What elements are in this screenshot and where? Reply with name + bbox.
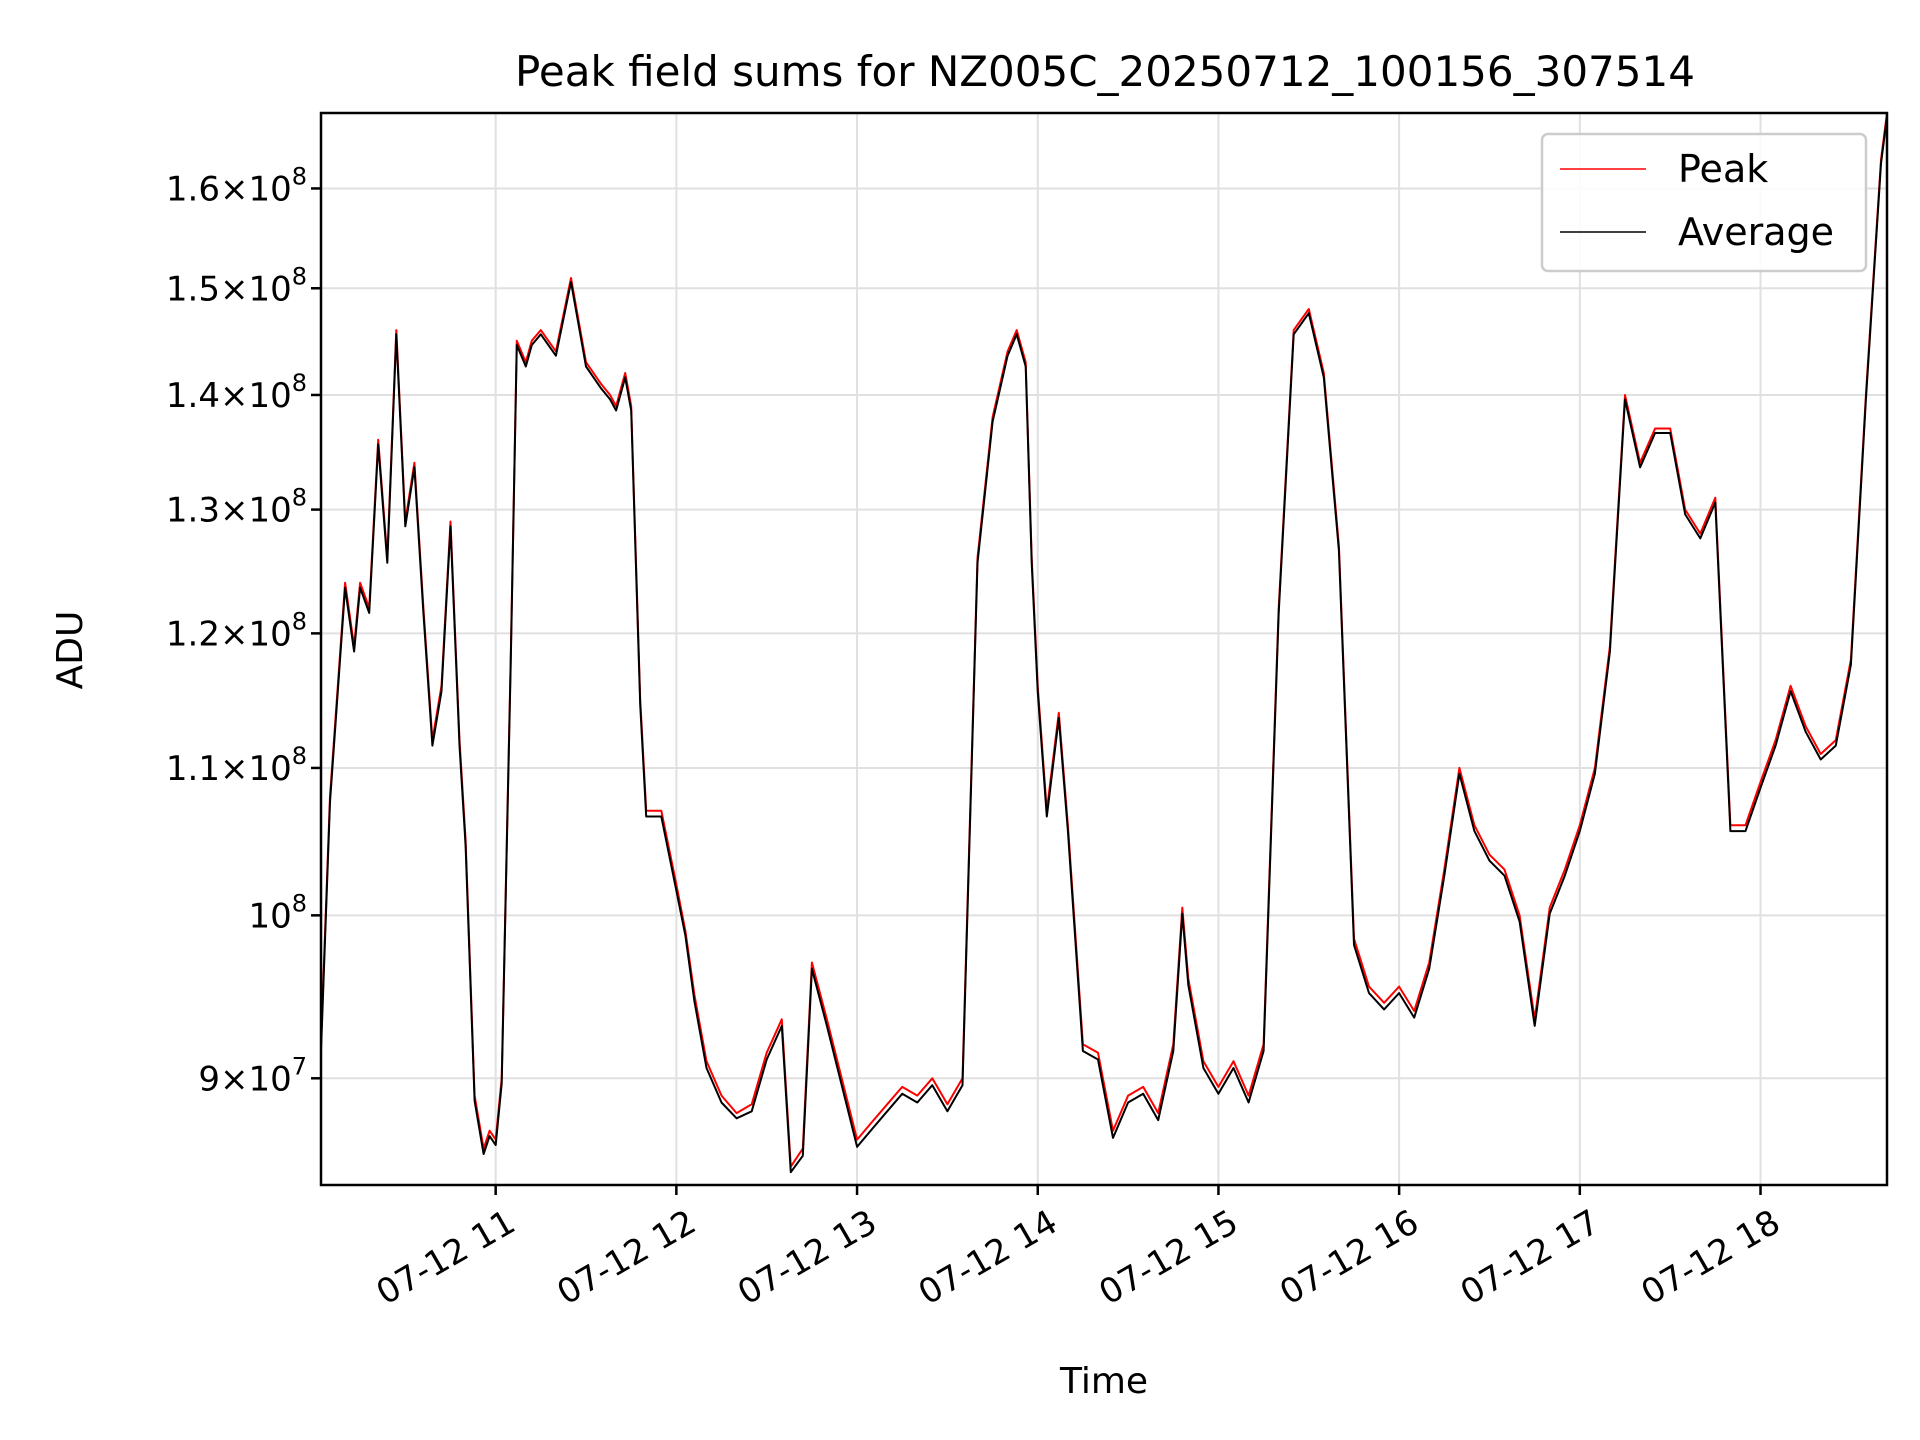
x-tick-label: 07-12 13 (731, 1202, 883, 1313)
y-tick-exponent: 8 (292, 607, 307, 635)
y-tick-exponent: 8 (292, 262, 307, 290)
y-tick-mantissa: 1.1×10 (166, 749, 292, 789)
x-tick-label: 07-12 11 (370, 1202, 522, 1313)
y-tick-mantissa: 10 (248, 896, 291, 936)
grid (321, 113, 1887, 1185)
y-tick-exponent: 8 (292, 742, 307, 770)
x-axis-ticks: 07-12 11 07-12 12 07-12 13 07-12 14 07-12 15… (370, 1185, 1787, 1313)
y-tick-label: 1.5×108 (166, 262, 307, 309)
y-axis-label: ADU (50, 611, 91, 690)
y-axis-ticks: 9×1071081.1×1081.2×1081.3×1081.4×1081.5×… (166, 162, 321, 1099)
x-tick-label: 07-12 17 (1454, 1202, 1606, 1313)
series-layer (320, 112, 1888, 1174)
x-tick-label: 07-12 18 (1635, 1202, 1787, 1313)
y-tick-label: 1.6×108 (166, 162, 307, 209)
y-tick-exponent: 8 (292, 889, 307, 917)
plot-frame (319, 111, 1889, 1187)
chart-title: Peak field sums for NZ005C_20250712_1001… (515, 47, 1695, 96)
y-tick-label: 108 (248, 889, 307, 936)
x-tick-label: 07-12 16 (1273, 1202, 1425, 1313)
y-tick-label: 1.1×108 (166, 742, 307, 789)
legend-label-peak: Peak (1678, 147, 1768, 191)
y-tick-mantissa: 1.5×10 (166, 269, 292, 309)
y-tick-exponent: 8 (292, 162, 307, 190)
y-tick-exponent: 8 (292, 484, 307, 512)
y-tick-mantissa: 1.3×10 (166, 491, 292, 531)
x-tick-label: 07-12 15 (1093, 1202, 1245, 1313)
x-axis-label: Time (1059, 1361, 1148, 1402)
y-tick-label: 1.3×108 (166, 484, 307, 531)
series-line-average (320, 116, 1888, 1174)
y-tick-label: 1.2×108 (166, 607, 307, 654)
y-tick-mantissa: 1.2×10 (166, 614, 292, 654)
y-tick-mantissa: 1.6×10 (166, 169, 292, 209)
y-tick-exponent: 8 (292, 369, 307, 397)
x-tick-label: 07-12 14 (912, 1202, 1064, 1313)
y-tick-exponent: 7 (292, 1052, 307, 1080)
y-tick-label: 9×107 (198, 1052, 307, 1099)
y-tick-label: 1.4×108 (166, 369, 307, 416)
y-tick-mantissa: 9×10 (198, 1059, 291, 1099)
legend-label-average: Average (1678, 210, 1834, 254)
legend: Peak Average (1540, 132, 1868, 273)
x-tick-label: 07-12 12 (550, 1202, 702, 1313)
y-tick-mantissa: 1.4×10 (166, 376, 292, 416)
